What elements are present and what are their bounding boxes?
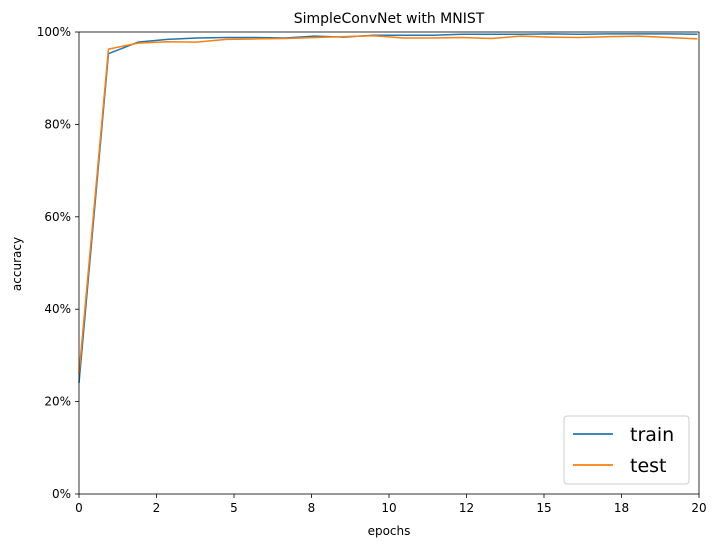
series-line-test: [78, 34, 698, 374]
y-tick-label: 40%: [44, 302, 71, 316]
x-tick-label: 8: [308, 501, 316, 515]
axes: 0 2 5 8 10 12 15 18 20 0% 20% 40% 60% 80% 100%: [37, 25, 707, 515]
y-tick-label: 80%: [44, 117, 71, 131]
y-tick-label: 20%: [44, 395, 71, 409]
x-tick-label: 5: [230, 501, 238, 515]
x-tick-label: 12: [459, 501, 474, 515]
legend-label-train: train: [630, 424, 674, 446]
chart-title: SimpleConvNet with MNIST: [294, 11, 485, 27]
y-axis-label: accuracy: [10, 237, 24, 291]
x-tick-label: 15: [536, 501, 551, 515]
x-tick-label: 10: [381, 501, 396, 515]
plot-area: [78, 33, 698, 384]
x-tick-label: 20: [691, 501, 706, 515]
y-tick-label: 0%: [52, 487, 71, 501]
y-tick-label: 100%: [37, 25, 71, 39]
x-tick-label: 2: [153, 501, 161, 515]
series-line-train: [78, 33, 698, 384]
x-axis-label: epochs: [368, 524, 411, 538]
x-tick-label: 18: [614, 501, 629, 515]
legend: train test: [563, 415, 690, 485]
legend-box: [563, 415, 690, 485]
x-tick-label: 0: [75, 501, 83, 515]
legend-label-test: test: [630, 455, 667, 477]
y-tick-label: 60%: [44, 210, 71, 224]
